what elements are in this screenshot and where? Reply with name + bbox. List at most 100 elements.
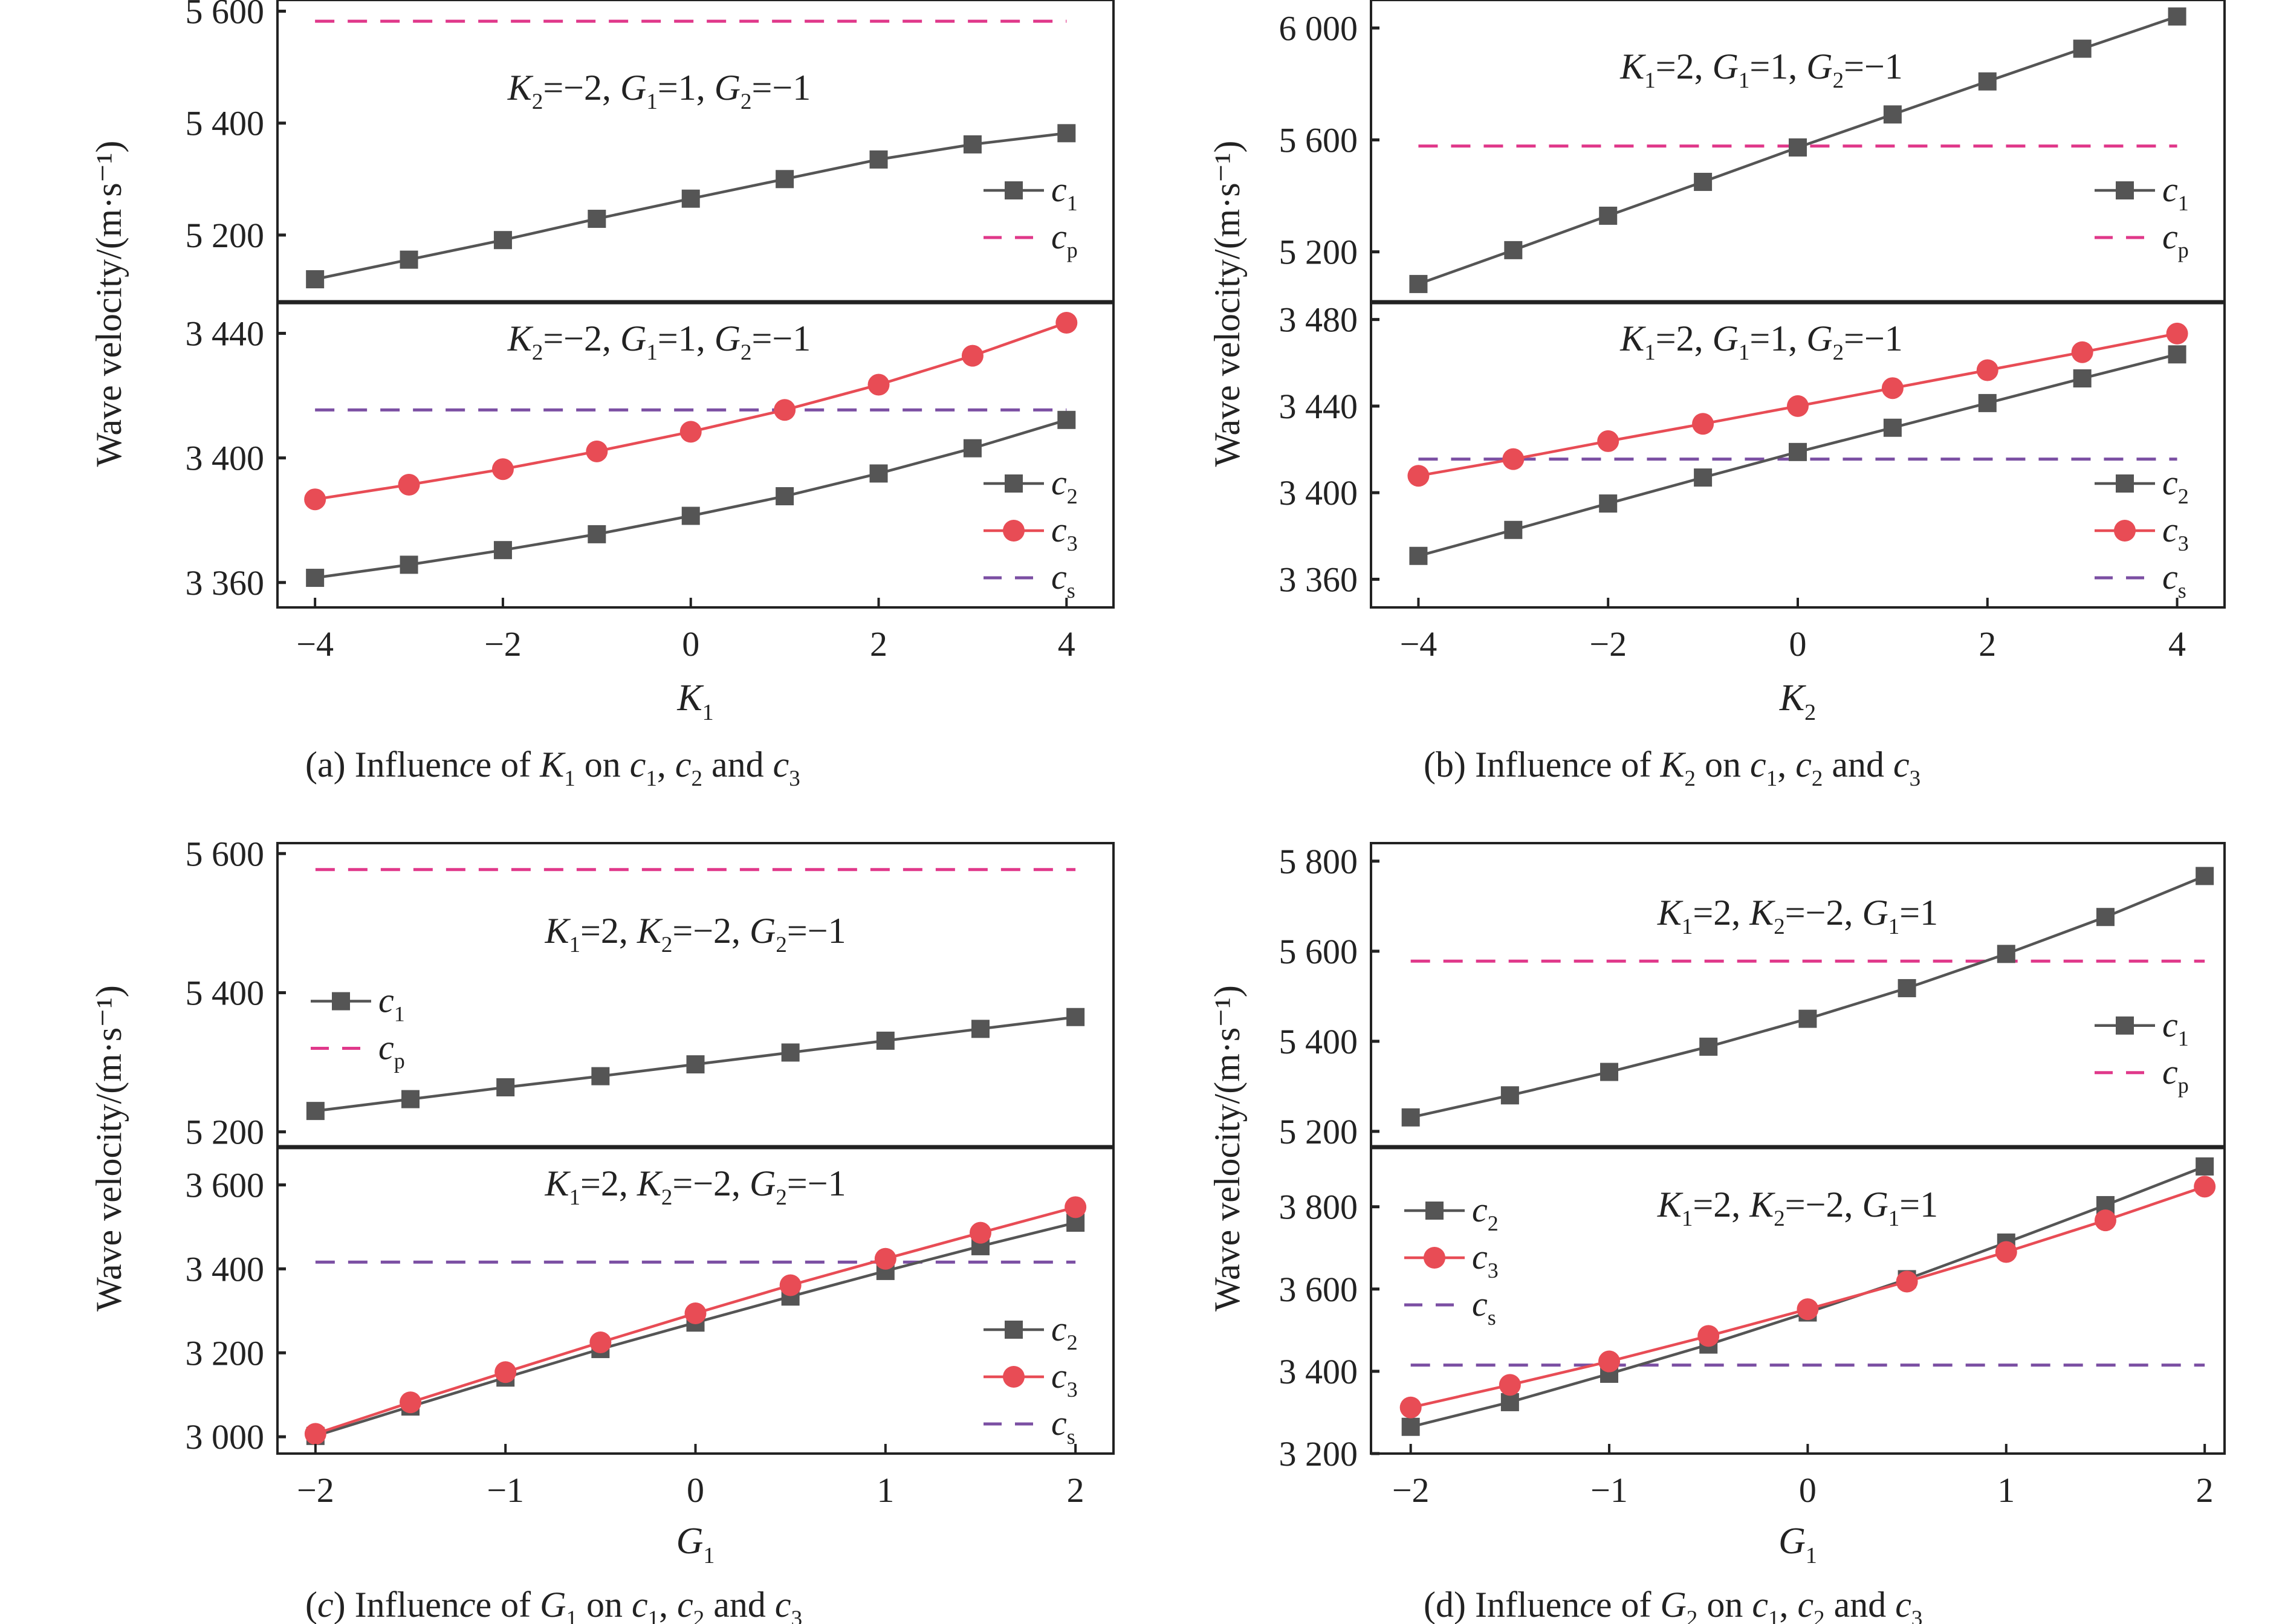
legend-item-cs: cs​ — [1404, 1284, 1496, 1330]
legend-item-cp: cp​ — [311, 1028, 405, 1073]
y-tick-label: 5 200 — [186, 1113, 265, 1152]
legend: c1​cp​ — [984, 170, 1078, 262]
parameter-annotation: K2​=−2, G1​=1, G2​=−1 — [507, 68, 811, 114]
data-point-c3 — [2071, 341, 2093, 363]
panel-d: 5 200 5 400 5 600 5 800 K1​=2, K2​=−2, G1​=1… — [1207, 842, 2226, 1624]
legend-item-cp: cp​ — [984, 217, 1078, 262]
legend-label: cs​ — [2162, 557, 2186, 603]
legend-label: cp​ — [378, 1028, 405, 1073]
x-axis-label: K2​ — [1779, 678, 1816, 725]
legend-label: c1​ — [378, 981, 405, 1026]
data-point-c2 — [963, 439, 982, 458]
legend-item-c3: c3​ — [984, 1356, 1078, 1402]
data-point-c2 — [493, 541, 512, 560]
data-point-c3 — [961, 345, 984, 367]
data-point-c1 — [1997, 945, 2015, 963]
legend-label: c2​ — [1472, 1190, 1499, 1235]
legend-marker — [1003, 520, 1025, 542]
legend-item-c3: c3​ — [984, 510, 1078, 555]
legend-marker — [1425, 1202, 1444, 1220]
legend: c2​c3​cs​ — [984, 1309, 1078, 1449]
y-tick-label: 3 400 — [186, 439, 265, 478]
legend-item-c2: c2​ — [984, 1309, 1078, 1354]
data-point-c2 — [400, 555, 418, 574]
y-tick-label: 3 360 — [1279, 560, 1358, 599]
legend-item-c1: c1​ — [2095, 170, 2189, 215]
parameter-annotation: K1​=2, K2​=−2, G1​=1 — [1657, 893, 1938, 939]
panel-caption: (a) Influence of K1​ on c1​, c2​ and c3​ — [305, 745, 800, 791]
x-tick-label: 4 — [2168, 624, 2186, 664]
legend-label: cs​ — [1472, 1284, 1496, 1330]
data-point-c3 — [1995, 1241, 2017, 1263]
data-point-c3 — [1499, 1374, 1521, 1396]
data-point-c3 — [589, 1331, 612, 1353]
data-point-c1 — [781, 1043, 800, 1062]
y-tick-label: 5 400 — [1279, 1022, 1358, 1061]
parameter-annotation: K1​=2, K2​=−2, G2​=−1 — [544, 1163, 846, 1210]
data-point-c1 — [963, 135, 982, 154]
data-point-c3 — [1896, 1270, 1918, 1293]
subplot-d-top: 5 200 5 400 5 600 5 800 K1​=2, K2​=−2, G1​=1… — [1279, 842, 2226, 1151]
data-point-c2 — [1057, 410, 1076, 429]
y-tick-label: 5 600 — [186, 0, 265, 31]
legend-label: c1​ — [2162, 170, 2189, 215]
x-tick-label: 1 — [877, 1470, 894, 1510]
data-point-c3 — [2166, 322, 2188, 345]
legend-label: c3​ — [1051, 1356, 1078, 1402]
legend-item-cs: cs​ — [984, 557, 1075, 603]
x-axis-label: G1​ — [676, 1521, 715, 1568]
data-point-c3 — [586, 440, 608, 462]
subplot-c-top: 5 200 5 400 5 600 K1​=2, K2​=−2, G2​=−1 c1​c… — [186, 834, 1115, 1152]
legend-marker — [1005, 1321, 1023, 1339]
legend-marker — [2116, 181, 2134, 199]
data-point-c1 — [2096, 908, 2115, 927]
x-tick-label: −2 — [1392, 1470, 1430, 1510]
data-point-c1 — [306, 1102, 325, 1121]
legend-label: c2​ — [1051, 463, 1078, 508]
y-axis-label: Wave velocity/(m·s⁻¹) — [1207, 141, 1247, 467]
legend-marker — [1005, 474, 1023, 493]
x-tick-label: 0 — [682, 624, 699, 664]
legend-item-c1: c1​ — [2095, 1005, 2189, 1050]
data-point-c2 — [1504, 520, 1523, 539]
y-axis-label: Wave velocity/(m·s⁻¹) — [89, 141, 129, 467]
panel-b: 5 200 5 600 6 000 K1​=2, G1​=1, G2​=−1 c1​cp… — [1207, 0, 2226, 791]
data-point-c1 — [971, 1020, 990, 1038]
legend-label: cs​ — [1051, 1403, 1075, 1449]
legend-item-cs: cs​ — [2095, 557, 2186, 603]
y-tick-label: 5 600 — [1279, 932, 1358, 971]
data-point-c1 — [2073, 39, 2092, 58]
x-tick-label: 2 — [870, 624, 887, 664]
data-point-c3 — [867, 374, 890, 396]
x-tick-label: 4 — [1058, 624, 1075, 664]
legend-label: cp​ — [2162, 217, 2189, 262]
data-point-c3 — [1697, 1325, 1720, 1347]
x-tick-label: 2 — [2196, 1470, 2214, 1510]
data-point-c1 — [1504, 241, 1523, 259]
data-point-c2 — [1694, 468, 1713, 487]
y-tick-label: 5 200 — [1279, 1112, 1358, 1151]
data-point-c1 — [588, 210, 606, 228]
legend-item-c1: c1​ — [311, 981, 405, 1026]
parameter-annotation: K1​=2, K2​=−2, G1​=1 — [1657, 1185, 1938, 1231]
data-point-c3 — [1065, 1196, 1087, 1218]
data-point-c1 — [1789, 138, 1807, 157]
subplot-b-top: 5 200 5 600 6 000 K1​=2, G1​=1, G2​=−1 c1​cp… — [1279, 0, 2226, 303]
parameter-annotation: K1​=2, K2​=−2, G2​=−1 — [544, 911, 846, 957]
data-point-c3 — [494, 1361, 517, 1383]
legend-item-c2: c2​ — [1404, 1190, 1499, 1235]
y-tick-label: 3 400 — [1279, 1352, 1358, 1391]
data-point-c1 — [1066, 1008, 1085, 1026]
data-point-c2 — [1599, 494, 1618, 513]
data-point-c2 — [588, 525, 606, 543]
data-point-c1 — [2168, 7, 2186, 26]
data-point-c3 — [1055, 312, 1078, 334]
data-point-c3 — [491, 458, 514, 480]
legend-label: c2​ — [1051, 1309, 1078, 1354]
y-tick-label: 3 440 — [186, 314, 265, 354]
legend-marker — [332, 992, 350, 1011]
data-point-c3 — [1787, 395, 1809, 417]
panel-caption: (d) Influence of G2​ on c1​, c2​ and c3​ — [1424, 1585, 1922, 1624]
y-axis-label: Wave velocity/(m·s⁻¹) — [1207, 985, 1247, 1312]
